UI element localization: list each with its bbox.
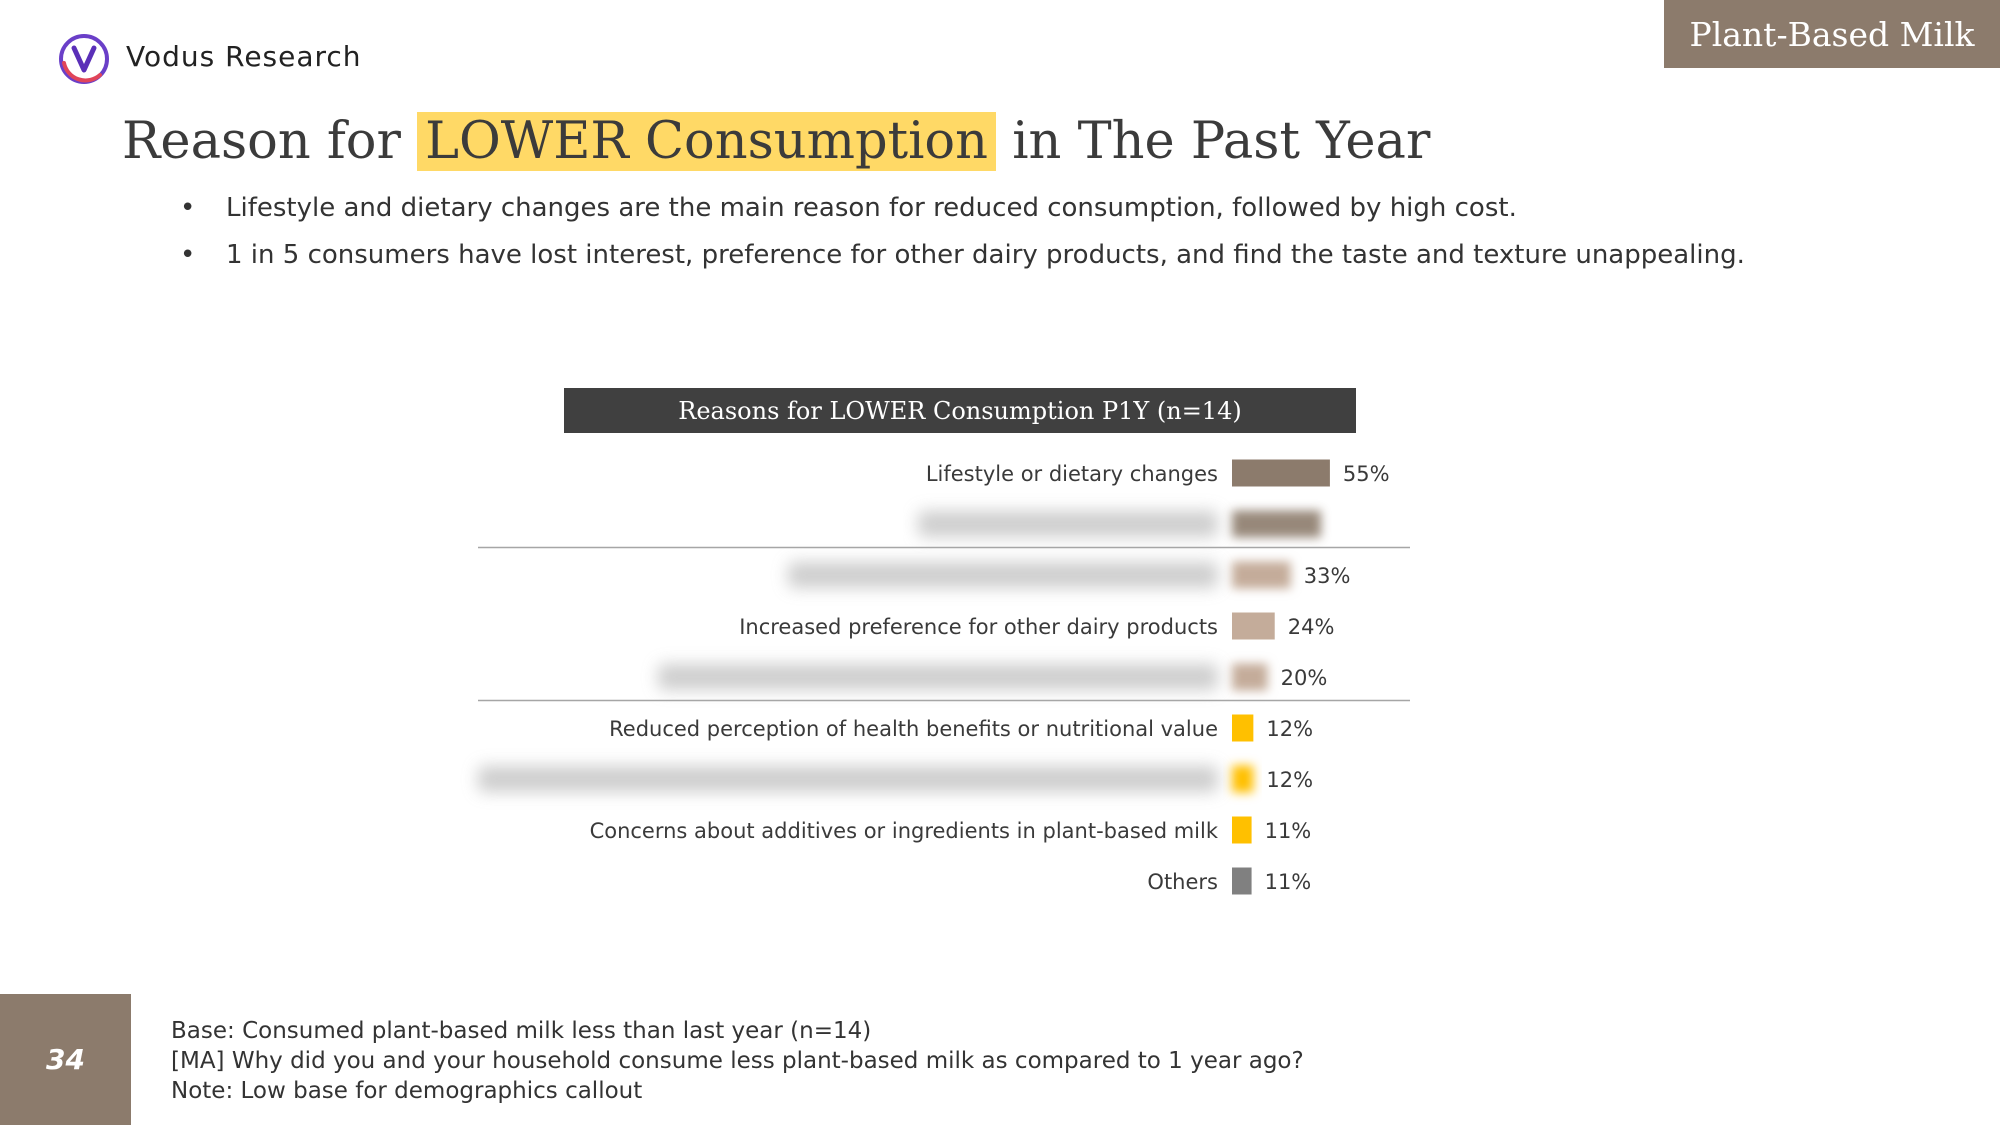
value-label-4: 24%	[1288, 615, 1335, 639]
page-number: 34	[0, 994, 131, 1125]
blurred-category-2	[918, 511, 1218, 537]
value-label-3: 33%	[1304, 564, 1351, 588]
bullet-2: 1 in 5 consumers have lost interest, pre…	[180, 232, 1745, 279]
bar-8	[1232, 816, 1252, 844]
page-title: Reason for LOWER Consumption in The Past…	[122, 112, 1430, 171]
value-label-1: 55%	[1343, 462, 1390, 486]
title-suffix: in The Past Year	[996, 112, 1431, 171]
footer-notes: Base: Consumed plant-based milk less tha…	[171, 1016, 1304, 1106]
topic-tag: Plant-Based Milk	[1664, 0, 2000, 68]
logo-swoosh	[62, 61, 102, 83]
vodus-logo	[59, 34, 109, 84]
value-label-5: 20%	[1281, 666, 1328, 690]
bar-5	[1232, 663, 1268, 691]
bar-6	[1232, 714, 1254, 742]
category-label-1: Lifestyle or dietary changes	[926, 462, 1218, 486]
bar-2	[1232, 510, 1321, 538]
bar-4	[1232, 612, 1275, 640]
bar-3	[1232, 561, 1291, 589]
brand-name: Vodus Research	[126, 40, 362, 73]
footer-question: [MA] Why did you and your household cons…	[171, 1048, 1304, 1074]
bar-7	[1232, 765, 1254, 793]
bar-9	[1232, 867, 1252, 895]
blurred-category-3	[788, 562, 1218, 588]
bar-1	[1232, 459, 1330, 487]
category-label-4: Increased preference for other dairy pro…	[739, 615, 1218, 639]
footer-base: Base: Consumed plant-based milk less tha…	[171, 1018, 872, 1044]
category-label-9: Others	[1147, 870, 1218, 894]
category-label-6: Reduced perception of health benefits or…	[609, 717, 1218, 741]
title-prefix: Reason for	[122, 112, 418, 171]
title-highlight: LOWER Consumption	[417, 112, 996, 171]
key-findings: Lifestyle and dietary changes are the ma…	[180, 185, 1745, 279]
value-label-9: 11%	[1265, 870, 1312, 894]
chart-title: Reasons for LOWER Consumption P1Y (n=14)	[564, 388, 1356, 433]
category-label-8: Concerns about additives or ingredients …	[590, 819, 1219, 843]
blurred-category-5	[658, 664, 1218, 690]
value-label-7: 12%	[1266, 768, 1313, 792]
value-label-8: 11%	[1265, 819, 1312, 843]
value-label-6: 12%	[1266, 717, 1313, 741]
footer-note: Note: Low base for demographics callout	[171, 1078, 643, 1104]
bullet-1: Lifestyle and dietary changes are the ma…	[180, 185, 1745, 232]
blurred-category-7	[478, 766, 1218, 792]
logo-v	[71, 45, 97, 73]
